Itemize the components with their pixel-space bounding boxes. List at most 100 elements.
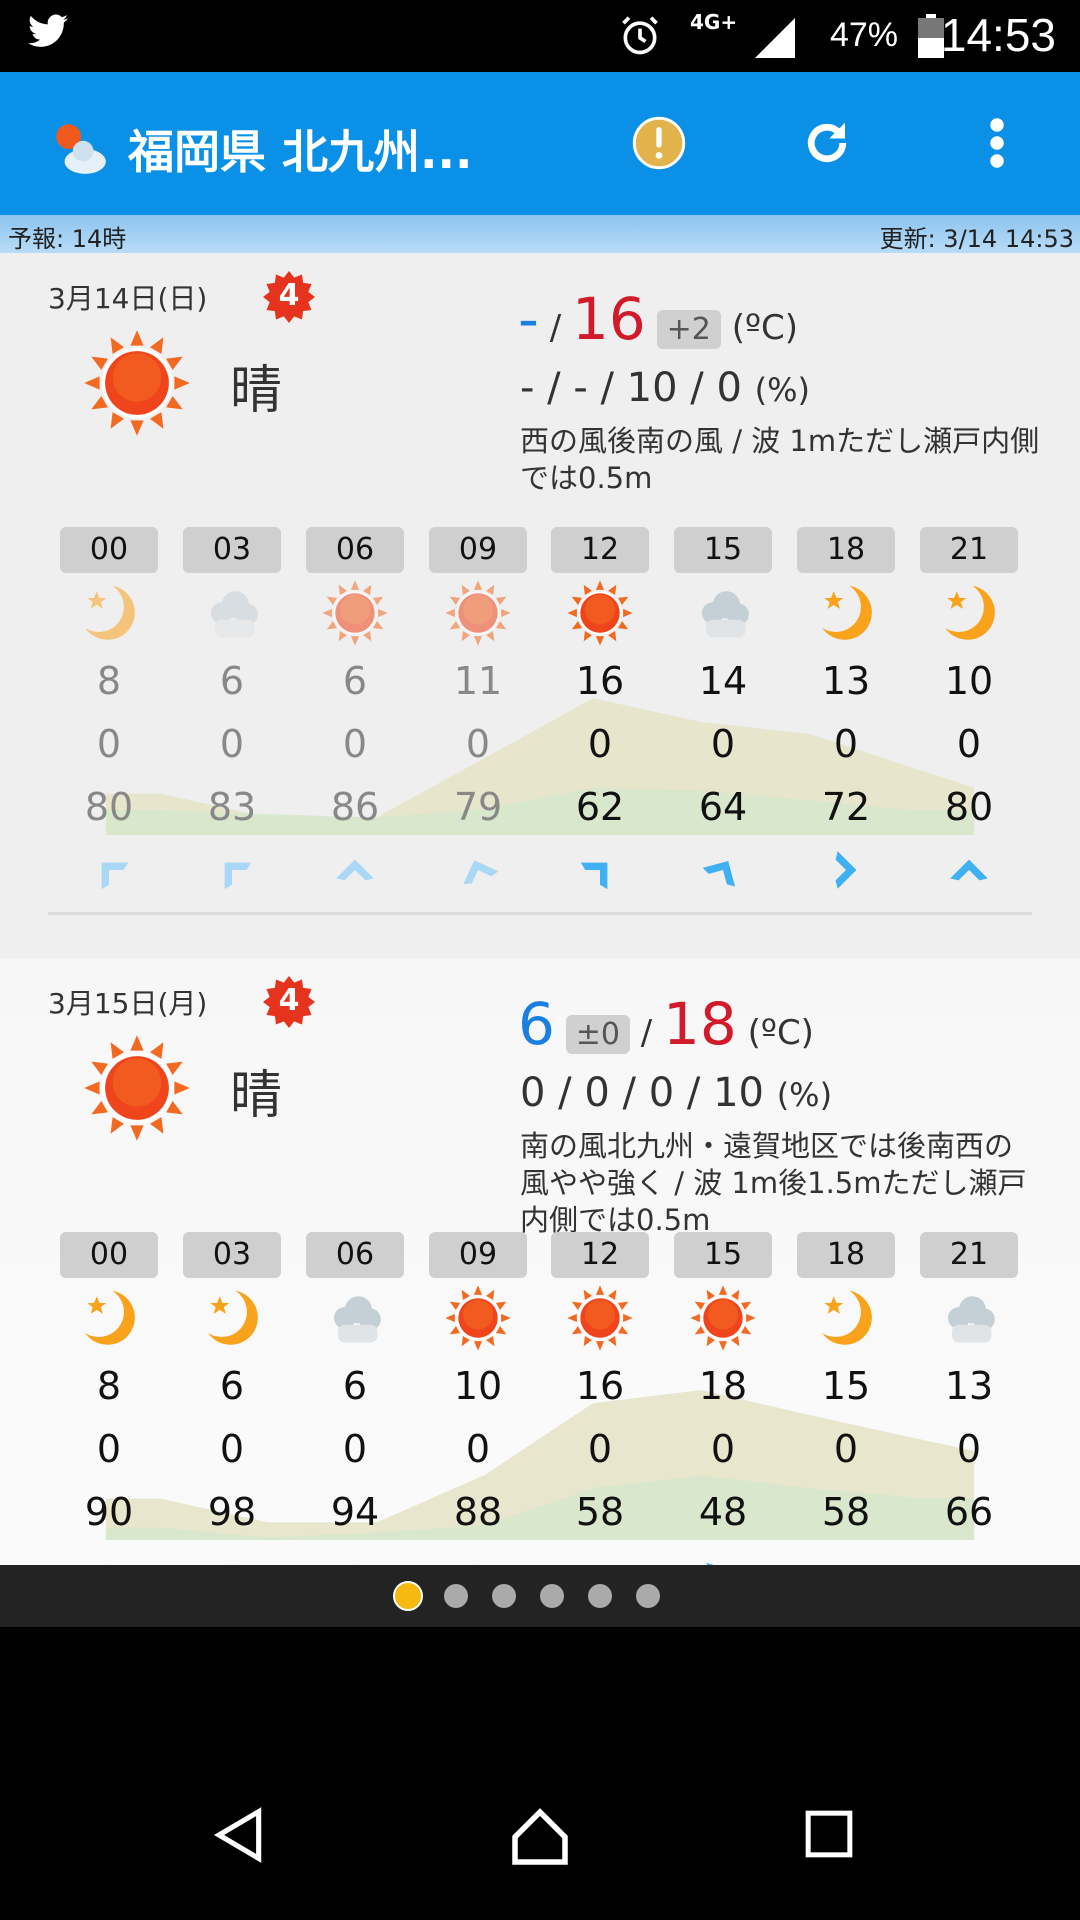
hour-temp: 6 bbox=[219, 659, 245, 703]
hour-weather bbox=[920, 1278, 1018, 1354]
hour-column: 12 16 0 58 bbox=[551, 1232, 649, 1565]
sun-icon bbox=[690, 1285, 756, 1351]
wind-direction-icon bbox=[835, 851, 857, 889]
forecast-time: 予報: 14時 bbox=[8, 225, 127, 253]
hour-weather bbox=[674, 573, 772, 649]
wind-direction-icon bbox=[814, 1543, 878, 1565]
cloud-icon bbox=[701, 591, 749, 638]
humidity-area bbox=[105, 1475, 975, 1540]
hour-weather bbox=[306, 573, 404, 649]
weather-warning-badge[interactable]: 4 bbox=[263, 976, 315, 1028]
page-dot[interactable] bbox=[636, 1584, 660, 1608]
hour-column: 09 10 0 88 bbox=[429, 1232, 527, 1565]
min-temp: 6 bbox=[518, 990, 555, 1058]
wind-direction-icon bbox=[101, 862, 129, 890]
status-bar: 4G+ 47% 14:53 bbox=[0, 0, 1080, 72]
warning-icon[interactable] bbox=[632, 116, 686, 170]
recents-icon[interactable] bbox=[804, 1809, 854, 1859]
weather-logo-icon bbox=[56, 124, 106, 174]
hour-humidity: 72 bbox=[821, 785, 871, 829]
page-dot[interactable] bbox=[393, 1581, 423, 1611]
refresh-icon[interactable] bbox=[800, 116, 854, 170]
home-icon[interactable] bbox=[510, 1807, 570, 1867]
hour-column: 03 6 0 83 bbox=[183, 527, 281, 899]
hour-precip: 0 bbox=[833, 722, 859, 766]
day-weather-icon bbox=[82, 1033, 192, 1147]
wind-direction-icon bbox=[937, 1543, 1001, 1565]
page-dot[interactable] bbox=[444, 1584, 468, 1608]
forecast-list[interactable]: 3月14日(日) 4 晴 - / 16 +2 (ºC) - / - / 10 / 0… bbox=[0, 253, 1080, 1565]
day-forecast: 3月15日(月) 4 晴 6 ±0 / 18 (ºC) 0 / 0 / 0 / 10… bbox=[0, 958, 1080, 1565]
wind-direction-icon bbox=[224, 862, 252, 890]
hour-humidity: 83 bbox=[207, 785, 257, 829]
cloud-icon bbox=[947, 1296, 995, 1343]
day-weather-icon bbox=[82, 328, 192, 442]
wind-direction-icon bbox=[231, 1564, 233, 1565]
hour-temp: 6 bbox=[342, 1364, 368, 1408]
moon-icon bbox=[945, 585, 995, 640]
hour-label: 18 bbox=[797, 1232, 895, 1278]
hour-humidity: 64 bbox=[698, 785, 748, 829]
back-icon[interactable] bbox=[212, 1807, 268, 1863]
day-divider bbox=[48, 912, 1032, 915]
hour-label: 12 bbox=[551, 527, 649, 573]
hour-temp: 13 bbox=[944, 1364, 994, 1408]
hourly-chart bbox=[105, 698, 975, 835]
moon-icon bbox=[85, 1290, 135, 1345]
sun-icon bbox=[84, 330, 190, 436]
hour-humidity: 66 bbox=[944, 1490, 994, 1534]
hour-precip: 0 bbox=[956, 1427, 982, 1471]
hour-humidity: 94 bbox=[330, 1490, 380, 1534]
hour-precip: 0 bbox=[96, 722, 122, 766]
page-dot[interactable] bbox=[588, 1584, 612, 1608]
hour-humidity: 48 bbox=[698, 1490, 748, 1534]
hour-weather bbox=[551, 1278, 649, 1354]
location-title[interactable]: 福岡県 北九州... bbox=[128, 125, 473, 179]
page-dot[interactable] bbox=[540, 1584, 564, 1608]
hour-precip: 0 bbox=[833, 1427, 859, 1471]
hour-label: 09 bbox=[429, 527, 527, 573]
sun-icon bbox=[445, 1285, 511, 1351]
page-indicator[interactable] bbox=[0, 1565, 1080, 1627]
more-vert-icon[interactable] bbox=[982, 116, 1012, 170]
hour-humidity: 98 bbox=[207, 1490, 257, 1534]
weather-warning-badge[interactable]: 4 bbox=[263, 271, 315, 323]
hour-precip: 0 bbox=[465, 1427, 491, 1471]
hour-humidity: 86 bbox=[330, 785, 380, 829]
hour-precip: 0 bbox=[956, 722, 982, 766]
moon-icon bbox=[822, 1290, 872, 1345]
clock: 14:53 bbox=[940, 9, 1056, 61]
wind-direction-icon bbox=[566, 1541, 634, 1565]
hour-weather bbox=[797, 573, 895, 649]
temp-unit: (ºC) bbox=[731, 308, 798, 348]
hour-humidity: 88 bbox=[453, 1490, 503, 1534]
updated-time: 更新: 3/14 14:53 bbox=[879, 225, 1074, 253]
hour-weather bbox=[183, 1278, 281, 1354]
wind-direction-icon bbox=[108, 1564, 110, 1565]
hour-weather bbox=[429, 1278, 527, 1354]
moon-icon bbox=[822, 585, 872, 640]
hour-humidity: 58 bbox=[575, 1490, 625, 1534]
hour-weather bbox=[306, 1278, 404, 1354]
hour-humidity: 80 bbox=[84, 785, 134, 829]
max-temp: 16 bbox=[572, 285, 646, 353]
hour-label: 21 bbox=[920, 1232, 1018, 1278]
hour-label: 06 bbox=[306, 527, 404, 573]
page-dot[interactable] bbox=[492, 1584, 516, 1608]
wind-direction-icon bbox=[477, 1564, 479, 1565]
hour-label: 21 bbox=[920, 527, 1018, 573]
hour-column: 03 6 0 98 bbox=[183, 1232, 281, 1565]
moon-icon bbox=[208, 1290, 258, 1345]
hour-temp: 16 bbox=[575, 659, 625, 703]
hour-precip: 0 bbox=[219, 1427, 245, 1471]
hour-precip: 0 bbox=[219, 722, 245, 766]
hour-temp: 8 bbox=[96, 659, 122, 703]
forecast-info-bar: 予報: 14時 更新: 3/14 14:53 bbox=[0, 215, 1080, 253]
wind-wave-text: 南の風北九州・遠賀地区では後南西の風やや強く / 波 1m後1.5mただし瀬戸内… bbox=[520, 1129, 1027, 1237]
wind-direction-icon bbox=[950, 859, 988, 881]
hour-label: 15 bbox=[674, 527, 772, 573]
hour-column: 18 15 0 58 bbox=[797, 1232, 895, 1565]
wind-direction-icon bbox=[463, 860, 499, 885]
hour-humidity: 58 bbox=[821, 1490, 871, 1534]
hour-precip: 0 bbox=[342, 1427, 368, 1471]
